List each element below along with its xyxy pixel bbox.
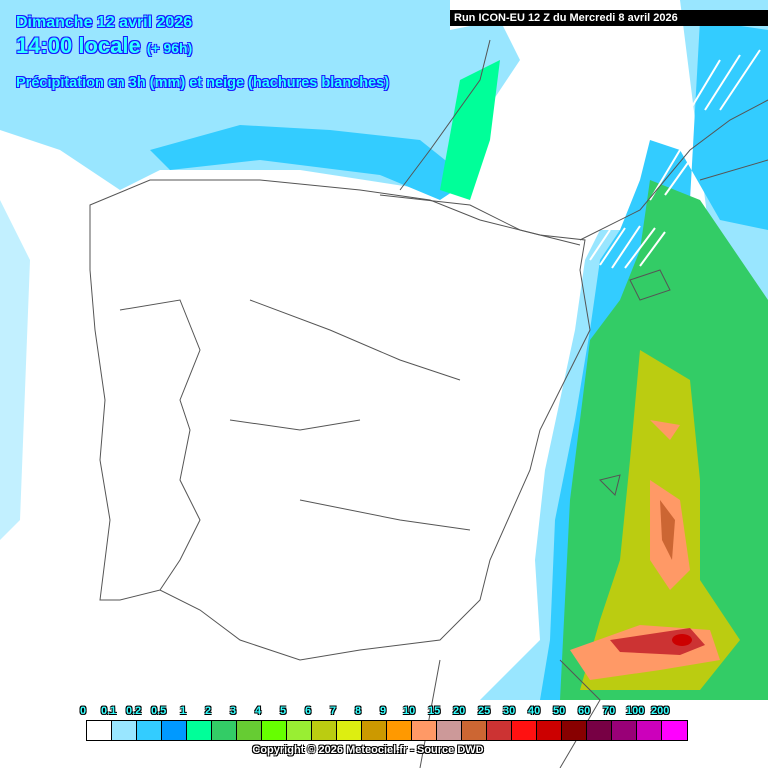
legend-label: 0.1 (101, 705, 117, 717)
legend-swatch (362, 721, 387, 740)
legend-swatch (412, 721, 437, 740)
legend-label: 3 (230, 705, 237, 717)
borders (89, 39, 768, 768)
color-legend (86, 720, 688, 741)
precip-red (610, 500, 705, 655)
legend-label: 0 (80, 705, 87, 717)
forecast-date: Dimanche 12 avril 2026 (16, 14, 193, 31)
local-time: 14:00 locale (16, 33, 141, 58)
legend-swatch (287, 721, 312, 740)
legend-swatch (237, 721, 262, 740)
model-run-label: Run ICON-EU 12 Z du Mercredi 8 avril 202… (450, 10, 768, 26)
legend-label: 2 (205, 705, 212, 717)
legend-swatch (212, 721, 237, 740)
legend-label: 7 (330, 705, 337, 717)
legend-label: 15 (428, 705, 441, 717)
legend-label: 100 (626, 705, 645, 717)
legend-swatch (562, 721, 587, 740)
legend-swatch (437, 721, 462, 740)
legend-label: 1 (180, 705, 187, 717)
legend-label: 4 (255, 705, 262, 717)
legend-label: 200 (651, 705, 670, 717)
snow-hatching (589, 49, 761, 269)
legend-swatch (187, 721, 212, 740)
legend-labels: 0 0.1 0.2 0.5 1 2 3 4 5 6 7 8 9 10 15 20 25 30 40 50 60 70 100… (76, 705, 726, 719)
legend-swatch (137, 721, 162, 740)
legend-swatch (462, 721, 487, 740)
parameter-title: Précipitation en 3h (mm) et neige (hachu… (16, 75, 390, 91)
legend-swatch (312, 721, 337, 740)
legend-label: 0.5 (151, 705, 167, 717)
legend-label: 10 (403, 705, 416, 717)
legend-swatch (587, 721, 612, 740)
legend-swatch (262, 721, 287, 740)
legend-swatch (337, 721, 362, 740)
legend-label: 0.2 (126, 705, 142, 717)
legend-swatch (112, 721, 137, 740)
legend-label: 5 (280, 705, 287, 717)
legend-swatch (162, 721, 187, 740)
forecast-offset: (+ 96h) (146, 40, 193, 56)
legend-label: 6 (305, 705, 312, 717)
legend-label: 50 (553, 705, 566, 717)
legend-swatch (487, 721, 512, 740)
legend-swatch (387, 721, 412, 740)
legend-label: 30 (503, 705, 516, 717)
legend-label: 60 (578, 705, 591, 717)
legend-label: 25 (478, 705, 491, 717)
legend-label: 40 (528, 705, 541, 717)
legend-swatch (662, 721, 687, 740)
legend-swatch (87, 721, 112, 740)
legend-label: 8 (355, 705, 362, 717)
copyright: Copyright © 2026 Meteociel.fr - Source D… (252, 744, 484, 756)
legend-swatch (612, 721, 637, 740)
forecast-time: 14:00 locale (+ 96h) (16, 33, 192, 59)
legend-label: 70 (603, 705, 616, 717)
legend-swatch (637, 721, 662, 740)
legend-label: 9 (380, 705, 387, 717)
legend-swatch (537, 721, 562, 740)
legend-label: 20 (453, 705, 466, 717)
legend-swatch (512, 721, 537, 740)
